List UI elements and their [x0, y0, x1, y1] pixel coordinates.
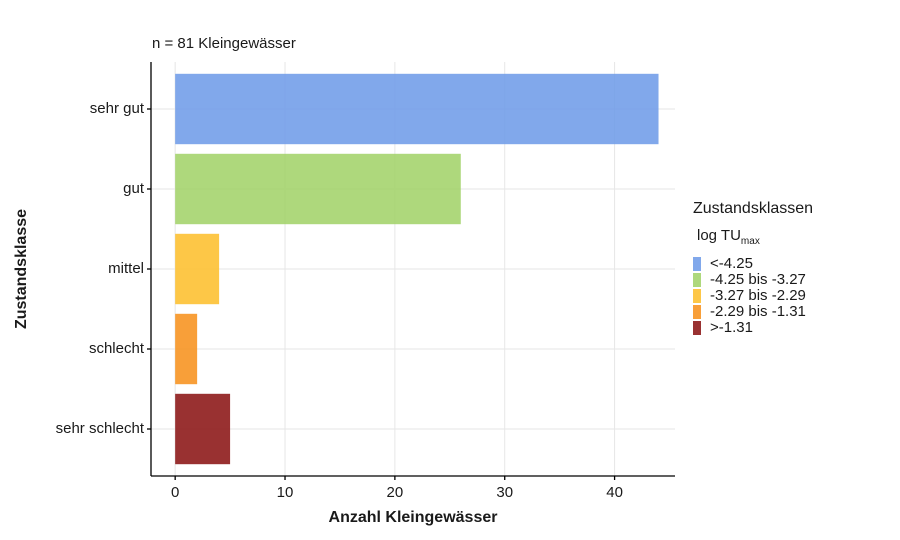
bar	[175, 233, 220, 305]
bar	[175, 153, 461, 225]
legend-swatch	[693, 273, 701, 287]
legend-swatch	[693, 257, 701, 271]
y-tick-label: gut	[123, 180, 145, 197]
x-tick-label: 20	[387, 484, 404, 501]
y-tick-label: schlecht	[89, 340, 145, 357]
y-tick-label: sehr gut	[90, 100, 145, 117]
legend-subtitle: log TUmax	[697, 227, 760, 247]
legend-subtitle-sub: max	[741, 236, 760, 247]
legend-label: >-1.31	[710, 319, 753, 336]
x-tick-label: 30	[496, 484, 513, 501]
legend-title: Zustandsklassen	[693, 200, 813, 217]
bar	[175, 393, 231, 465]
x-tick-label: 40	[606, 484, 623, 501]
y-tick-label: mittel	[108, 260, 144, 277]
legend-subtitle-main: log TU	[697, 227, 741, 244]
y-axis-label: Zustandsklasse	[13, 209, 30, 329]
chart-title: n = 81 Kleingewässer	[152, 35, 296, 52]
x-axis-label: Anzahl Kleingewässer	[329, 509, 498, 526]
legend-swatch	[693, 321, 701, 335]
y-tick-label: sehr schlecht	[56, 420, 145, 437]
x-tick-label: 0	[171, 484, 179, 501]
legend-label: -4.25 bis -3.27	[710, 271, 806, 288]
legend-swatch	[693, 305, 701, 319]
legend-label: <-4.25	[710, 255, 753, 272]
legend-label: -2.29 bis -1.31	[710, 303, 806, 320]
legend-label: -3.27 bis -2.29	[710, 287, 806, 304]
legend-swatch	[693, 289, 701, 303]
bar	[175, 313, 198, 385]
bar	[175, 73, 659, 145]
x-tick-label: 10	[277, 484, 294, 501]
